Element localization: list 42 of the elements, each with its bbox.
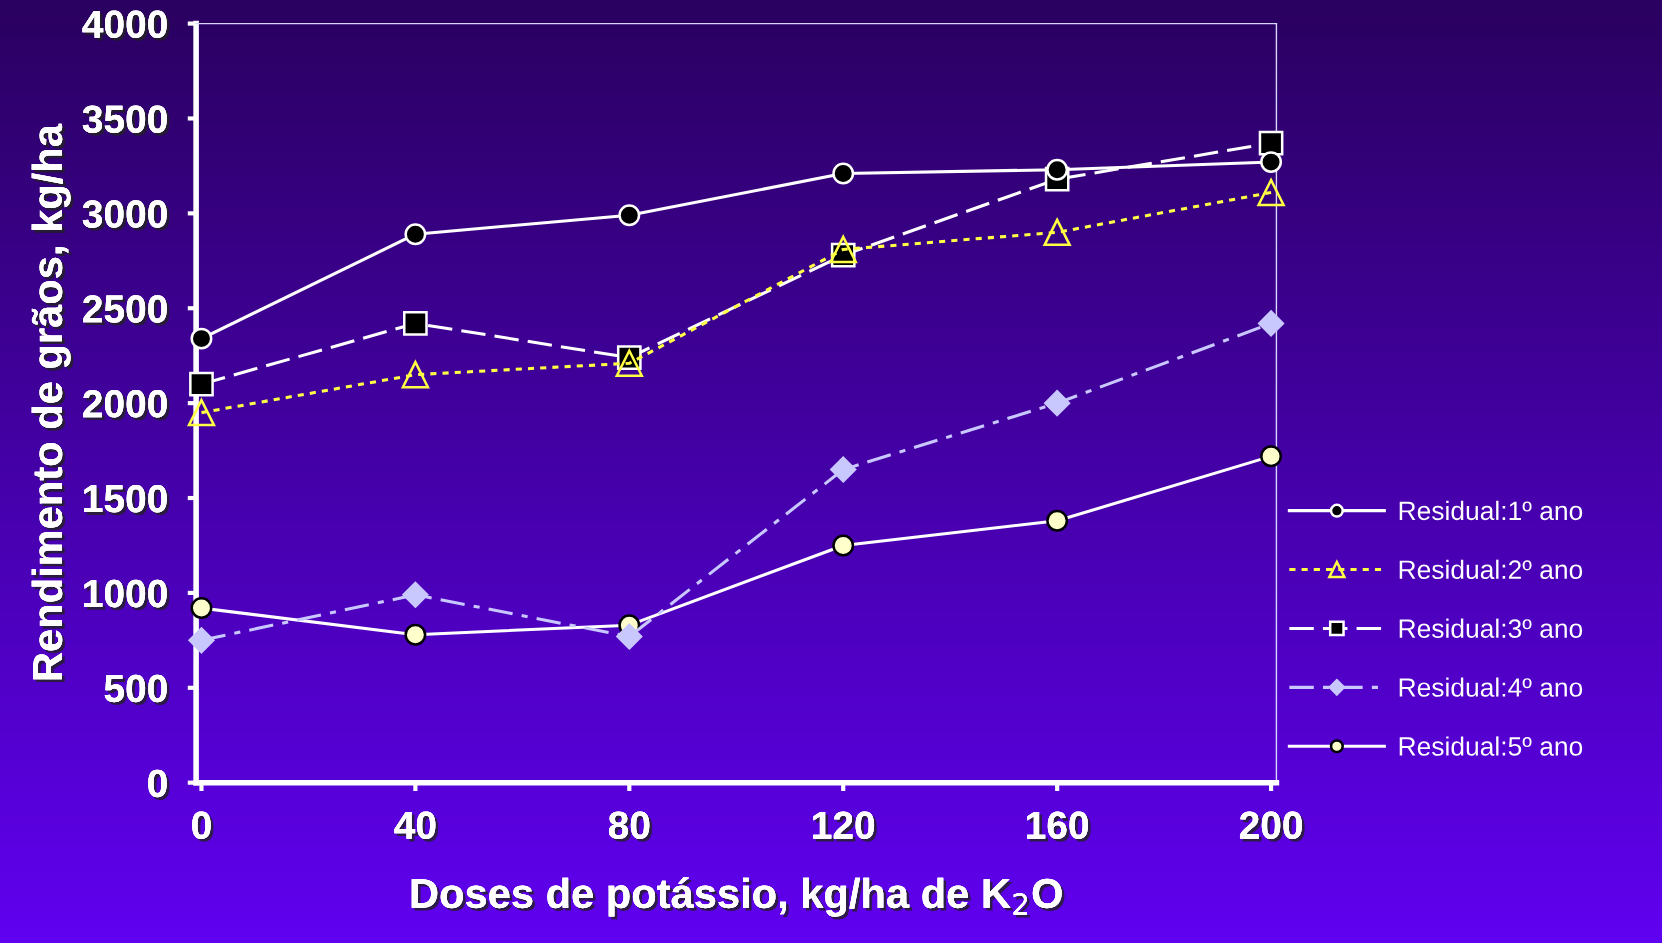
- point: [1260, 151, 1283, 174]
- point: [403, 311, 428, 336]
- point: [401, 360, 430, 389]
- point: [1257, 178, 1285, 207]
- legend-label: Residual:1º ano: [1399, 500, 1583, 521]
- legend-label: Residual:4º ano: [1399, 677, 1583, 697]
- point: [1044, 390, 1071, 417]
- y-axis-title: Rendimento de grãos, kg/ha: [31, 123, 74, 683]
- point: [1043, 218, 1071, 247]
- legend-label: Residual:5º ano: [1399, 736, 1583, 756]
- point: [190, 327, 213, 350]
- y-tick-label: 1500: [84, 484, 170, 516]
- x-tick-label: 120: [813, 811, 877, 842]
- point: [1046, 158, 1069, 181]
- point: [188, 627, 215, 654]
- x-tick-label: 40: [394, 811, 439, 842]
- y-tick-label: 500: [104, 674, 170, 706]
- point: [830, 456, 857, 483]
- point: [1258, 310, 1285, 337]
- point: [616, 623, 643, 650]
- point: [829, 235, 857, 264]
- legend-label: Residual:2º ano: [1399, 559, 1583, 580]
- point: [404, 223, 427, 246]
- point: [187, 398, 216, 427]
- point: [615, 349, 644, 378]
- point: [189, 371, 214, 397]
- x-tick-label: 0: [192, 811, 214, 842]
- point: [402, 581, 429, 608]
- y-tick-label: 3000: [82, 200, 170, 231]
- y-tick-label: 3500: [82, 105, 170, 136]
- x-axis-title: Doses de potássio, kg/ha de K$_{2}$O: [411, 877, 1065, 920]
- y-tick-label: 0: [148, 769, 170, 800]
- y-tick-label: 1000: [84, 579, 170, 611]
- point: [618, 204, 641, 227]
- x-tick-label: 160: [1027, 811, 1091, 842]
- y-tick-label: 4000: [82, 10, 170, 41]
- point: [832, 162, 855, 185]
- x-tick-label: 200: [1239, 811, 1305, 842]
- x-tick-label: 80: [608, 811, 653, 842]
- legend-label: Residual:3º ano: [1399, 618, 1583, 638]
- y-tick-label: 2500: [83, 295, 170, 326]
- y-tick-label: 2000: [83, 390, 170, 421]
